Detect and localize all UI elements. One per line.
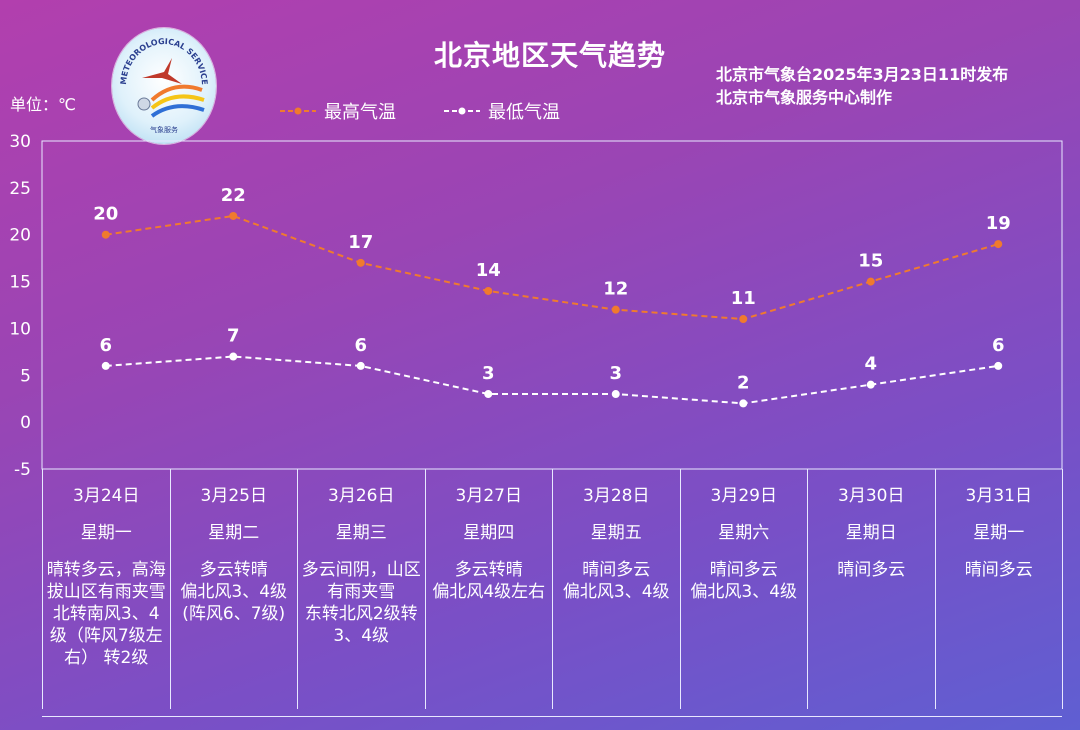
forecast-description: 多云间阴，山区有雨夹雪 东转北风2级转3、4级 xyxy=(301,560,421,646)
forecast-weekday: 星期一 xyxy=(973,523,1025,543)
forecast-description: 晴间多云 偏北风3、4级 xyxy=(690,560,798,602)
forecast-description: 多云转晴 偏北风4级左右 xyxy=(432,560,546,602)
forecast-day-column: 3月26日星期三多云间阴，山区有雨夹雪 东转北风2级转3、4级 xyxy=(298,469,426,709)
publisher-info: 北京市气象台2025年3月23日11时发布 北京市气象服务中心制作 xyxy=(716,63,1008,109)
y-tick-label: 15 xyxy=(9,273,31,293)
forecast-description: 多云转晴 偏北风3、4级 (阵风6、7级) xyxy=(180,560,288,624)
low-temp-label: 6 xyxy=(99,335,112,356)
meteorological-service-logo: METEOROLOGICAL SERVICE 气象服务 xyxy=(112,28,216,144)
high-temp-label: 15 xyxy=(858,251,883,272)
high-temp-point xyxy=(356,258,365,267)
high-temp-label: 12 xyxy=(603,279,628,300)
forecast-date: 3月31日 xyxy=(965,486,1032,506)
legend-item-low: 最低气温 xyxy=(444,98,560,124)
low-temp-point xyxy=(101,361,110,370)
low-temp-point xyxy=(866,380,875,389)
high-temp-label: 20 xyxy=(93,204,118,225)
high-temp-line xyxy=(105,214,999,321)
low-temp-point xyxy=(484,390,493,399)
forecast-day-column: 3月27日星期四多云转晴 偏北风4级左右 xyxy=(426,469,553,709)
y-tick-label: 10 xyxy=(9,319,31,339)
high-temp-label: 19 xyxy=(986,213,1011,234)
low-temp-point xyxy=(994,361,1003,370)
forecast-day-column: 3月30日星期日晴间多云 xyxy=(808,469,936,709)
low-temp-point xyxy=(739,399,748,408)
forecast-weekday: 星期六 xyxy=(718,523,770,543)
forecast-weekday: 星期四 xyxy=(463,523,515,543)
y-tick-label: 25 xyxy=(9,179,31,199)
low-temp-label: 2 xyxy=(737,372,750,393)
publisher-line-2: 北京市气象服务中心制作 xyxy=(716,88,893,107)
high-temp-point xyxy=(611,305,620,314)
page-title: 北京地区天气趋势 xyxy=(433,39,666,72)
low-temp-point xyxy=(356,361,365,370)
publisher-line-1: 北京市气象台2025年3月23日11时发布 xyxy=(716,65,1009,84)
low-temp-label: 3 xyxy=(609,363,622,384)
high-temp-label: 11 xyxy=(731,288,756,309)
high-temp-point xyxy=(484,286,493,295)
high-temp-label: 14 xyxy=(476,260,501,281)
y-tick-label: 5 xyxy=(20,366,31,386)
high-temp-point xyxy=(229,211,238,220)
forecast-day-column: 3月29日星期六晴间多云 偏北风3、4级 xyxy=(681,469,808,709)
forecast-date: 3月26日 xyxy=(328,486,395,506)
low-temp-label: 6 xyxy=(354,335,367,356)
forecast-date: 3月30日 xyxy=(838,486,905,506)
forecast-weekday: 星期日 xyxy=(845,523,897,543)
table-bottom-line xyxy=(42,716,1062,717)
forecast-description: 晴间多云 xyxy=(964,560,1033,580)
unit-label: 单位：℃ xyxy=(10,95,76,114)
legend-item-high: 最高气温 xyxy=(280,98,396,124)
y-tick-label: -5 xyxy=(14,460,31,480)
forecast-weekday: 星期三 xyxy=(335,523,387,543)
low-temp-line xyxy=(105,355,999,405)
forecast-date: 3月27日 xyxy=(455,486,522,506)
y-tick-label: 20 xyxy=(9,226,31,246)
forecast-date: 3月24日 xyxy=(73,486,140,506)
forecast-description: 晴转多云，高海拔山区有雨夹雪 北转南风3、4级（阵风7级左右） 转2级 xyxy=(46,560,166,668)
high-temp-point xyxy=(101,230,110,239)
plot-frame xyxy=(41,140,1063,470)
high-temp-point xyxy=(866,277,875,286)
legend-high-line-icon xyxy=(280,107,316,115)
forecast-day-column: 3月24日星期一晴转多云，高海拔山区有雨夹雪 北转南风3、4级（阵风7级左右） … xyxy=(43,469,171,709)
forecast-description: 晴间多云 xyxy=(837,560,906,580)
forecast-day-column: 3月28日星期五晴间多云 偏北风3、4级 xyxy=(553,469,681,709)
forecast-date: 3月25日 xyxy=(200,486,267,506)
forecast-description: 晴间多云 偏北风3、4级 xyxy=(562,560,670,602)
low-temp-point xyxy=(611,390,620,399)
high-temp-point xyxy=(994,240,1003,249)
legend-low-label: 最低气温 xyxy=(488,102,560,123)
high-temp-label: 17 xyxy=(348,232,373,253)
low-temp-label: 4 xyxy=(864,354,877,375)
forecast-date: 3月29日 xyxy=(710,486,777,506)
high-temp-point xyxy=(739,315,748,324)
low-temp-label: 6 xyxy=(992,335,1005,356)
low-temp-label: 3 xyxy=(482,363,495,384)
forecast-day-column: 3月25日星期二多云转晴 偏北风3、4级 (阵风6、7级) xyxy=(171,469,298,709)
high-temp-label: 22 xyxy=(221,185,246,206)
legend-low-line-icon xyxy=(444,107,480,115)
y-tick-label: 0 xyxy=(20,413,31,433)
forecast-weekday: 星期五 xyxy=(590,523,642,543)
forecast-table: 3月24日星期一晴转多云，高海拔山区有雨夹雪 北转南风3、4级（阵风7级左右） … xyxy=(42,469,1063,709)
forecast-day-column: 3月31日星期一晴间多云 xyxy=(936,469,1063,709)
forecast-date: 3月28日 xyxy=(583,486,650,506)
y-tick-label: 30 xyxy=(9,132,31,152)
low-temp-point xyxy=(229,352,238,361)
forecast-weekday: 星期二 xyxy=(208,523,260,543)
legend-high-label: 最高气温 xyxy=(324,102,396,123)
low-temp-label: 7 xyxy=(227,326,240,347)
logo-bottom-text: 气象服务 xyxy=(150,125,178,134)
forecast-weekday: 星期一 xyxy=(80,523,132,543)
